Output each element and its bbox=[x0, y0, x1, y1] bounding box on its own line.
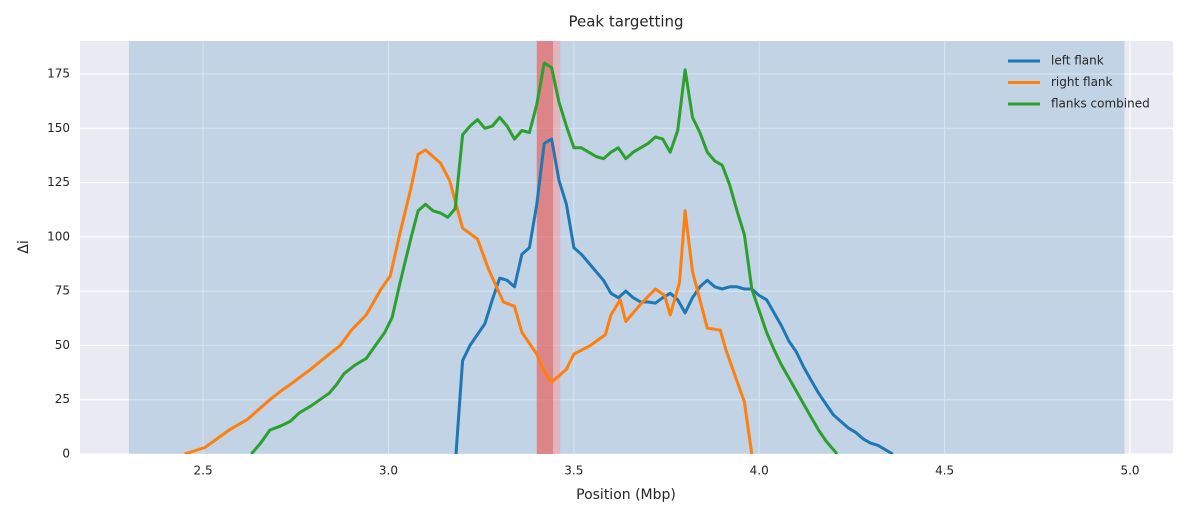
x-tick-label: 3.0 bbox=[379, 464, 398, 478]
line-series bbox=[454, 137, 894, 454]
line-series bbox=[250, 61, 839, 454]
y-tick-label: 25 bbox=[55, 392, 70, 406]
span bbox=[536, 41, 554, 454]
legend-label: right flank bbox=[1051, 75, 1113, 89]
x-tick-label: 4.5 bbox=[935, 464, 954, 478]
x-tick-label: 4.0 bbox=[750, 464, 769, 478]
x-axis-label: Position (Mbp) bbox=[576, 487, 676, 503]
chart-title: Peak targetting bbox=[568, 13, 683, 31]
ticks: 0 25 50 75 100 125 150 175 2.5 3.0 3.5 4.0 4.5 5.0 bbox=[47, 67, 1139, 478]
span bbox=[128, 41, 1125, 454]
y-tick-label: 75 bbox=[55, 284, 70, 298]
x-tick-label: 3.5 bbox=[564, 464, 583, 478]
legend: left flank right flank flanks combined bbox=[1008, 54, 1150, 111]
x-tick-label: 2.5 bbox=[194, 464, 213, 478]
plot-background bbox=[80, 41, 1173, 454]
spans bbox=[128, 41, 1125, 454]
lines bbox=[184, 61, 894, 454]
legend-label: left flank bbox=[1051, 54, 1104, 68]
y-axis-label: Δi bbox=[16, 240, 32, 253]
line-series bbox=[184, 148, 754, 454]
x-tick-label: 5.0 bbox=[1120, 464, 1139, 478]
y-tick-label: 150 bbox=[47, 121, 70, 135]
y-tick-label: 50 bbox=[55, 338, 70, 352]
y-tick-label: 100 bbox=[47, 229, 70, 243]
y-tick-label: 175 bbox=[47, 67, 70, 81]
legend-label: flanks combined bbox=[1051, 97, 1150, 111]
y-tick-label: 0 bbox=[62, 447, 70, 461]
y-tick-label: 125 bbox=[47, 175, 70, 189]
